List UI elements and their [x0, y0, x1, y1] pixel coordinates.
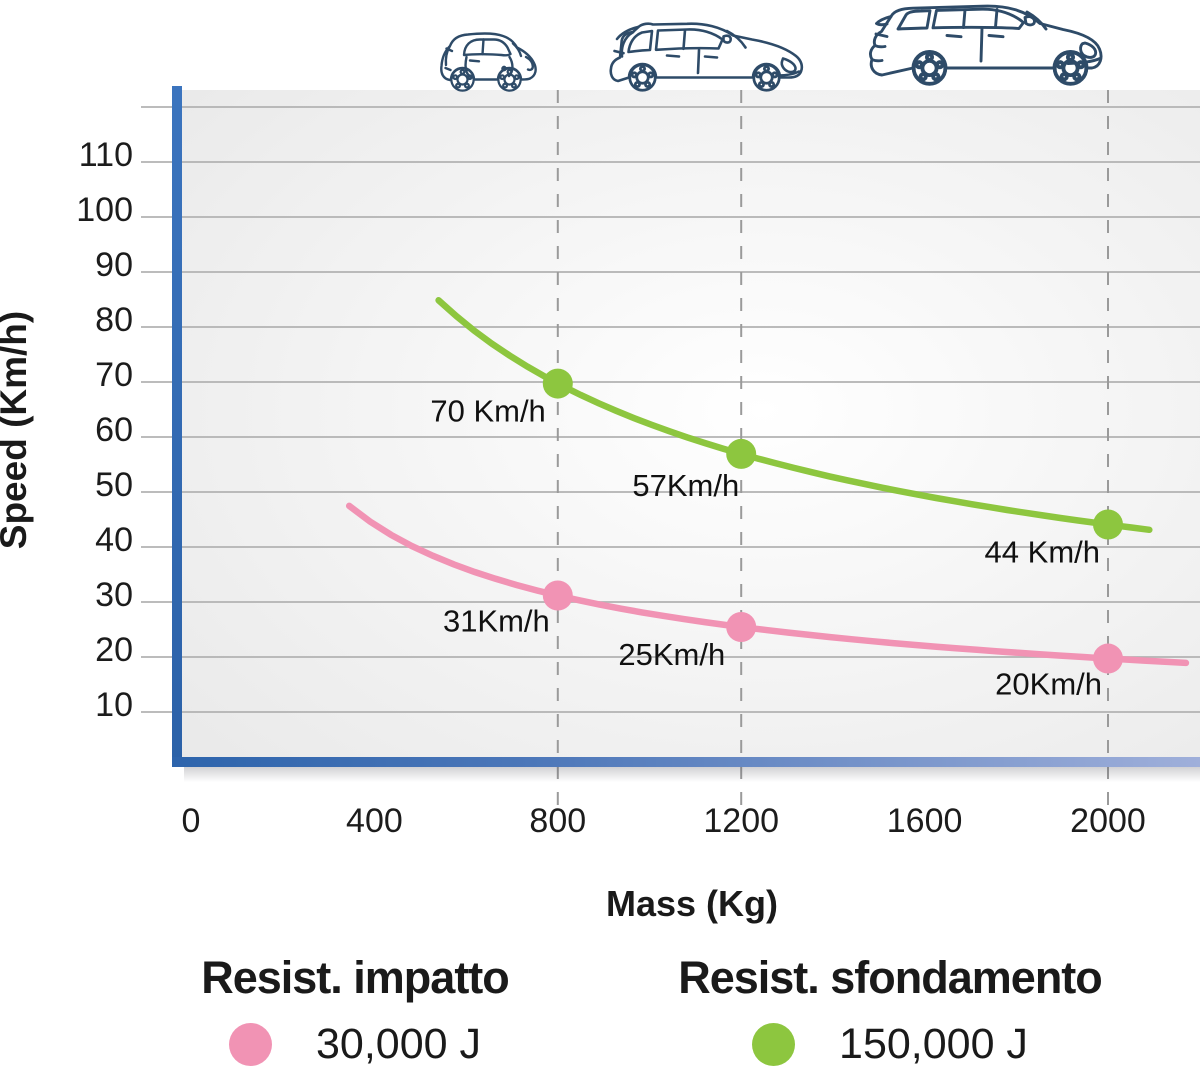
y-axis-bar: [172, 86, 182, 767]
annotation-layer: 31Km/h 25Km/h 20Km/h 70 Km/h 57Km/h 44 Km/h: [430, 394, 1102, 702]
legend-row-sfondamento: 150,000 J: [630, 1020, 1150, 1069]
legend-item-sfondamento: Resist. sfondamento 150,000 J: [630, 952, 1150, 1069]
pink-dot-icon: [229, 1023, 273, 1066]
suv-car-icon: [868, 4, 1103, 86]
x-tick-label: 800: [529, 802, 586, 840]
sfondamento-data-point: [542, 368, 573, 399]
x-tick-label: 400: [346, 802, 403, 840]
impatto-curve: [345, 502, 1190, 667]
sfondamento-data-point: [1093, 509, 1123, 540]
legend-row-impatto: 30,000 J: [150, 1020, 560, 1069]
plot-area: [182, 90, 1200, 758]
legend-value-sfondamento: 150,000 J: [839, 1020, 1028, 1068]
y-tick-label: 10: [95, 686, 133, 724]
legend: Resist. impatto 30,000 J Resist. sfondam…: [0, 952, 1200, 1070]
y-tick-label: 30: [95, 576, 133, 614]
hatchback-car-icon: [609, 22, 804, 92]
x-axis-title: Mass (Kg): [606, 883, 778, 924]
sfondamento-point-label: 57Km/h: [632, 468, 739, 503]
y-tick-label: 70: [95, 356, 133, 394]
y-tick-label: 60: [95, 411, 133, 449]
y-tick-label: 90: [95, 246, 133, 284]
y-tick-label: 80: [95, 301, 133, 339]
legend-value-impatto: 30,000 J: [316, 1020, 481, 1068]
x-tick-label: 0: [182, 802, 201, 840]
y-tick-label: 110: [79, 136, 133, 174]
x-axis-shadow: [184, 767, 1200, 782]
guide-layer: [556, 90, 1109, 814]
impatto-data-point: [726, 611, 757, 642]
impatto-point-label: 25Km/h: [618, 637, 725, 672]
legend-title-sfondamento: Resist. sfondamento: [678, 952, 1103, 1003]
impatto-data-point: [542, 580, 573, 611]
y-tick-label: 20: [95, 631, 133, 669]
legend-item-impatto: Resist. impatto 30,000 J: [150, 952, 560, 1069]
y-tick-label: 100: [76, 191, 133, 229]
x-tick-label: 1200: [703, 802, 779, 840]
y-axis-title: Speed (Km/h): [0, 311, 34, 549]
impatto-point-label: 31Km/h: [443, 604, 550, 639]
x-tick-label: 1600: [887, 802, 963, 840]
point-layer: [542, 368, 1123, 674]
small-city-car-icon: [440, 32, 537, 92]
green-dot-icon: [752, 1023, 796, 1066]
x-tick-label: 2000: [1070, 802, 1146, 840]
x-axis-bar: [172, 757, 1200, 767]
legend-title-impatto: Resist. impatto: [201, 952, 510, 1003]
y-tick-label: 40: [95, 521, 133, 559]
impatto-data-point: [1093, 643, 1123, 674]
sfondamento-point-label: 44 Km/h: [985, 535, 1100, 570]
impatto-point-label: 20Km/h: [995, 667, 1102, 702]
y-tick-label: 50: [95, 466, 133, 504]
sfondamento-data-point: [726, 438, 757, 469]
sfondamento-point-label: 70 Km/h: [430, 394, 545, 429]
